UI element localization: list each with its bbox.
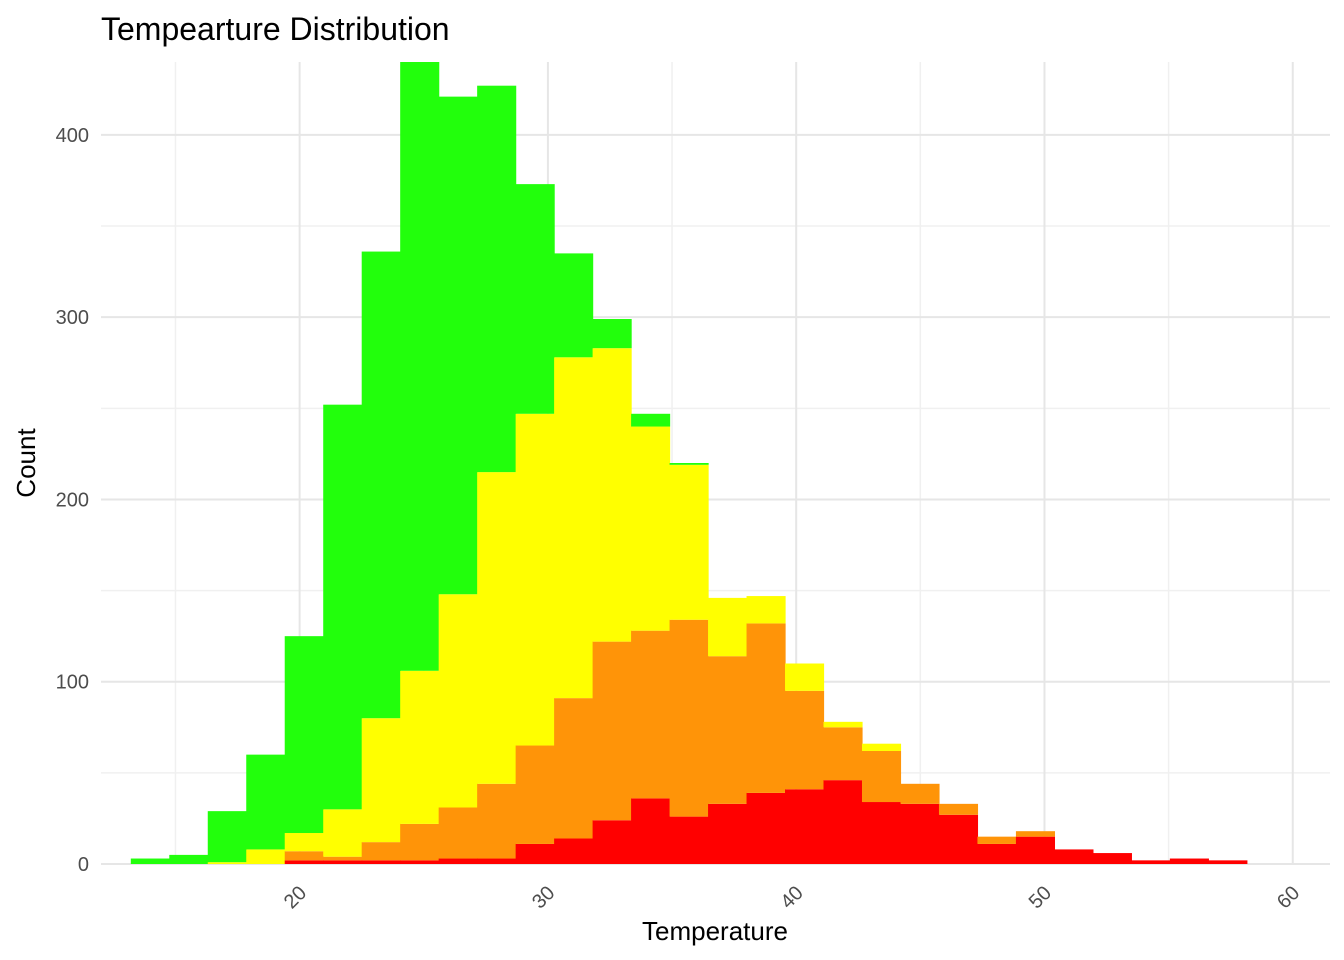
bar-bin-6-series-1 [361, 842, 401, 861]
bar-bin-2-series-3 [207, 811, 247, 863]
x-tick-label-0: 20 [280, 882, 311, 913]
bar-bin-6-series-0 [361, 860, 401, 864]
bar-bin-5-series-3 [323, 404, 363, 810]
bar-bin-15-series-0 [708, 803, 748, 864]
x-tick-label-3: 50 [1025, 882, 1056, 913]
bar-bin-24-series-0 [1054, 849, 1094, 864]
bar-bin-16-series-0 [746, 792, 786, 864]
bar-bin-8-series-1 [438, 807, 478, 859]
bar-bin-10-series-3 [515, 184, 555, 414]
bar-bin-21-series-0 [938, 814, 979, 864]
y-tick-label-0: 0 [78, 854, 89, 876]
bar-bin-15-series-1 [708, 656, 748, 804]
bar-bin-11-series-0 [554, 838, 594, 864]
bar-bin-0-series-3 [130, 858, 170, 864]
bar-bin-7-series-2 [400, 670, 440, 824]
bar-bin-10-series-1 [515, 745, 555, 844]
bar-bin-20-series-1 [900, 783, 940, 804]
bar-bin-17-series-2 [785, 663, 825, 691]
y-tick-labels: 0 100 200 300 400 [56, 125, 89, 876]
bar-bin-13-series-3 [631, 413, 671, 427]
bar-bin-18-series-2 [823, 721, 863, 728]
bar-bin-16-series-1 [746, 623, 786, 793]
bar-bin-22-series-0 [977, 843, 1017, 864]
bar-bin-3-series-3 [246, 754, 286, 850]
bar-bin-11-series-2 [554, 357, 594, 699]
bar-bin-5-series-0 [323, 860, 363, 864]
bar-bin-27-series-0 [1169, 858, 1209, 864]
bar-bin-12-series-2 [592, 348, 632, 642]
bar-bin-17-series-0 [785, 789, 825, 864]
bar-bin-2-series-2 [207, 862, 247, 864]
bar-bin-7-series-1 [400, 823, 440, 861]
bar-bin-6-series-2 [361, 718, 401, 843]
y-tick-label-4: 400 [56, 125, 89, 147]
bar-bin-28-series-0 [1208, 860, 1248, 864]
bar-bin-19-series-2 [861, 743, 902, 751]
bar-bin-14-series-1 [669, 619, 709, 817]
bar-bin-18-series-1 [823, 727, 863, 781]
y-tick-label-2: 200 [56, 489, 89, 511]
bar-bin-21-series-1 [938, 803, 979, 815]
x-tick-labels: 20 30 40 50 60 [280, 882, 1304, 913]
bar-bin-4-series-1 [284, 851, 324, 861]
stacked-bars [130, 62, 1248, 864]
bar-bin-16-series-2 [746, 596, 786, 624]
bar-bin-26-series-0 [1131, 860, 1171, 864]
bar-bin-14-series-3 [669, 463, 709, 465]
bar-bin-8-series-2 [438, 594, 478, 808]
x-axis-title: Temperature [642, 916, 788, 946]
bar-bin-4-series-3 [284, 636, 324, 834]
bar-bin-10-series-2 [515, 413, 555, 746]
bar-bin-23-series-1 [1015, 831, 1056, 837]
bar-bin-9-series-3 [477, 85, 517, 473]
bar-bin-6-series-3 [361, 251, 401, 719]
x-tick-label-1: 30 [528, 882, 559, 913]
bar-bin-9-series-2 [477, 472, 517, 784]
bar-bin-13-series-2 [631, 426, 671, 631]
bar-bin-8-series-3 [438, 96, 478, 595]
bar-bin-4-series-2 [284, 833, 324, 852]
bar-bin-17-series-1 [785, 690, 825, 790]
bar-bin-18-series-0 [823, 780, 863, 864]
bar-bin-25-series-0 [1092, 853, 1132, 864]
bar-bin-9-series-0 [477, 858, 517, 864]
bar-bin-19-series-0 [861, 802, 902, 864]
bar-bin-14-series-2 [669, 464, 709, 620]
x-tick-label-2: 40 [776, 882, 807, 913]
bar-bin-7-series-3 [400, 62, 440, 671]
bar-bin-12-series-1 [592, 641, 632, 821]
bar-bin-13-series-1 [631, 630, 671, 799]
bar-bin-19-series-1 [861, 750, 902, 803]
bar-bin-1-series-3 [169, 854, 209, 864]
bar-bin-23-series-0 [1015, 836, 1056, 864]
y-tick-label-1: 100 [56, 672, 89, 694]
bar-bin-11-series-3 [554, 253, 594, 358]
bar-bin-12-series-3 [592, 319, 632, 349]
chart-title: Tempearture Distribution [101, 11, 450, 47]
bar-bin-20-series-0 [900, 803, 940, 864]
bar-bin-10-series-0 [515, 843, 555, 864]
y-axis-title: Count [11, 428, 41, 498]
bar-bin-7-series-0 [400, 860, 440, 864]
bar-bin-9-series-1 [477, 783, 517, 859]
bar-bin-15-series-2 [708, 597, 748, 657]
bar-bin-12-series-0 [592, 820, 632, 864]
bar-bin-3-series-2 [246, 849, 286, 864]
y-tick-label-3: 300 [56, 307, 89, 329]
bar-bin-5-series-1 [323, 856, 363, 861]
bar-bin-22-series-1 [977, 836, 1017, 844]
bar-bin-13-series-0 [631, 798, 671, 864]
bar-bin-14-series-0 [669, 816, 709, 864]
bar-bin-11-series-1 [554, 698, 594, 839]
bar-bin-5-series-2 [323, 809, 363, 857]
bar-bin-4-series-0 [284, 860, 324, 864]
x-tick-label-4: 60 [1273, 882, 1304, 913]
bar-bin-8-series-0 [438, 858, 478, 864]
